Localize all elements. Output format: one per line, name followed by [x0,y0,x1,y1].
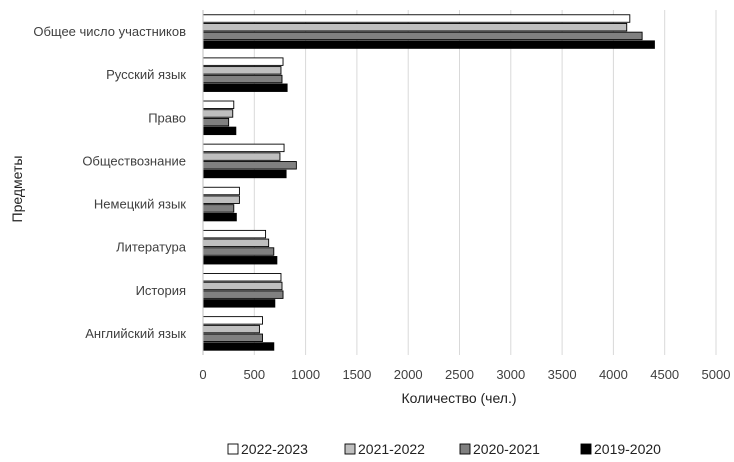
x-tick-label: 3000 [496,367,525,382]
category-label: Литература [116,240,187,255]
bar-2022-2023 [202,186,240,196]
x-tick-label: 0 [199,367,206,382]
legend-swatch [227,443,239,455]
x-tick-label: 5000 [702,367,731,382]
bar-2022-2023 [202,57,284,66]
x-tick-label: 500 [243,367,265,382]
bar-2019-2020 [202,126,237,136]
bar-2021-2022 [202,109,234,118]
gridlines [253,10,717,355]
x-tick-label: 2000 [394,367,423,382]
bar-2020-2021 [202,290,284,299]
bar-2019-2020 [202,342,275,351]
bar-2019-2020 [202,40,655,49]
x-tick-label: 1000 [291,367,320,382]
legend-label: 2022-2023 [241,441,308,457]
x-tick-label: 2500 [445,367,474,382]
bar-2022-2023 [202,100,235,109]
legend-swatch [580,443,592,455]
legend-swatch [459,443,471,455]
bar-2020-2021 [202,204,235,213]
bar-2020-2021 [202,333,263,342]
category-label: Общее число участников [33,24,186,39]
category-label: Английский язык [85,326,186,341]
axes: 0 500 1000 1500 2000 2500 3000 3500 4000 4500 5000… [33,10,730,382]
bar-2021-2022 [202,23,628,32]
bar-2021-2022 [202,281,283,291]
bar-2019-2020 [202,299,276,308]
legend-label: 2020-2021 [473,441,540,457]
legend-label: 2019-2020 [594,441,661,457]
bar-2021-2022 [202,238,270,248]
bar-2022-2023 [202,14,631,23]
category-label: Русский язык [106,67,186,82]
bar-2020-2021 [202,74,283,84]
bar-2019-2020 [202,256,278,265]
bar-2022-2023 [202,316,263,325]
bar-2022-2023 [202,229,267,239]
x-tick-label: 3500 [548,367,577,382]
legend-label: 2021-2022 [358,441,425,457]
bar-2019-2020 [202,83,288,92]
bar-2021-2022 [202,152,281,161]
legend-swatch [344,443,356,455]
bars [202,14,655,351]
bar-2020-2021 [202,31,643,41]
legend: 2022-2023 2021-2022 2020-2021 2019-2020 [227,441,661,457]
category-label: История [136,283,186,298]
bar-2019-2020 [202,212,237,222]
bar-2022-2023 [202,143,285,153]
bar-2019-2020 [202,169,287,179]
y-axis-title: Предметы [9,156,25,223]
bar-2020-2021 [202,117,230,127]
category-label: Обществознание [82,153,186,168]
bar-2022-2023 [202,273,282,282]
bar-2021-2022 [202,66,282,75]
x-tick-label: 4500 [650,367,679,382]
x-tick-label: 1500 [342,367,371,382]
bar-2021-2022 [202,324,260,334]
x-axis-title: Количество (чел.) [401,390,516,406]
category-label: Право [148,110,186,125]
bar-2020-2021 [202,247,275,256]
category-label: Немецкий язык [94,197,186,212]
bar-2021-2022 [202,195,240,204]
x-tick-label: 4000 [599,367,628,382]
bar-2020-2021 [202,161,297,170]
